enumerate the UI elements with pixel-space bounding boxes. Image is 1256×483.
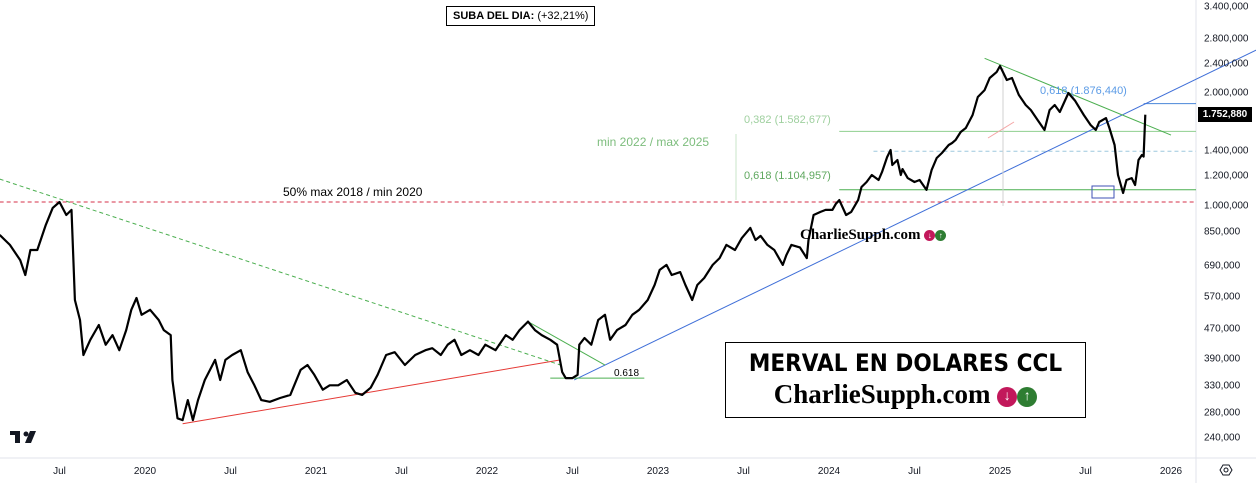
last-price-label: 1.752,880 [1198,107,1252,122]
y-tick-label: 850,000 [1204,226,1241,238]
y-tick-label: 390,000 [1204,353,1241,365]
title-watermark: CharlieSupph.com ↓ ↑ [726,379,1085,410]
fib-2022-label: 0.618 [614,368,640,379]
x-tick-label: Jul [566,466,579,477]
support-trend-line[interactable] [182,359,561,425]
x-tick-label: 2023 [646,466,670,477]
y-tick-label: 1.200,000 [1204,170,1249,182]
x-tick-label: Jul [53,466,66,477]
y-tick-label: 240,000 [1204,432,1241,444]
up-arrow-icon: ↑ [935,230,947,242]
daily-gain-value: (+32,21%) [537,10,589,22]
down-arrow-icon: ↓ [997,386,1018,407]
y-tick-label: 470,000 [1204,323,1241,335]
x-tick-label: Jul [395,466,408,477]
x-tick-label: Jul [737,466,750,477]
highlight-box [1091,185,1115,199]
y-tick-label: 2.400,000 [1204,58,1249,70]
fib-cross-mark [987,121,1015,139]
y-tick-label: 1.000,000 [1204,200,1249,212]
fib-blue-0618-label: 0,618 (1.876,440) [1040,85,1127,97]
x-tick-label: 2020 [133,466,157,477]
y-tick-label: 3.400,000 [1204,1,1249,13]
y-tick-label: 330,000 [1204,380,1241,392]
level-50-label: 50% max 2018 / min 2020 [283,185,423,199]
title-watermark-text: CharlieSupph.com [773,379,991,409]
x-tick-label: 2026 [1159,466,1183,477]
downtrend-2022-line[interactable] [527,321,606,366]
settings-icon[interactable] [1219,464,1233,476]
tradingview-logo [10,431,36,443]
daily-gain-label: SUBA DEL DIA: [453,10,535,22]
x-tick-label: 2021 [304,466,328,477]
downtrend-2025-line[interactable] [984,57,1172,136]
y-tick-label: 280,000 [1204,407,1241,419]
y-tick-label: 570,000 [1204,291,1241,303]
down-arrow-icon: ↓ [924,230,936,242]
fib-range-label: min 2022 / max 2025 [597,135,710,149]
y-tick-label: 2.800,000 [1204,33,1249,45]
price-series-line[interactable] [0,64,1147,422]
uptrend-line[interactable] [573,49,1256,381]
fib-0618-label: 0,618 (1.104,957) [744,170,831,182]
x-tick-label: 2025 [988,466,1012,477]
y-tick-label: 1.400,000 [1204,145,1249,157]
title-box: MERVAL EN DOLARES CCL CharlieSupph.com ↓… [725,342,1086,418]
x-tick-label: 2024 [817,466,841,477]
up-arrow-icon: ↑ [1017,386,1038,407]
chart-title: MERVAL EN DOLARES CCL [748,349,1063,377]
x-tick-label: Jul [224,466,237,477]
watermark-text: CharlieSupph.com [800,227,921,243]
x-tick-label: Jul [1079,466,1092,477]
x-tick-label: 2022 [475,466,499,477]
daily-gain-box: SUBA DEL DIA: (+32,21%) [446,6,596,26]
downtrend-dashed-line[interactable] [0,178,561,366]
x-tick-label: Jul [908,466,921,477]
y-tick-label: 2.000,000 [1204,87,1249,99]
y-tick-label: 690,000 [1204,260,1241,272]
watermark: CharlieSupph.com ↓ ↑ [800,227,947,244]
fib-0382-label: 0,382 (1.582,677) [744,114,831,126]
